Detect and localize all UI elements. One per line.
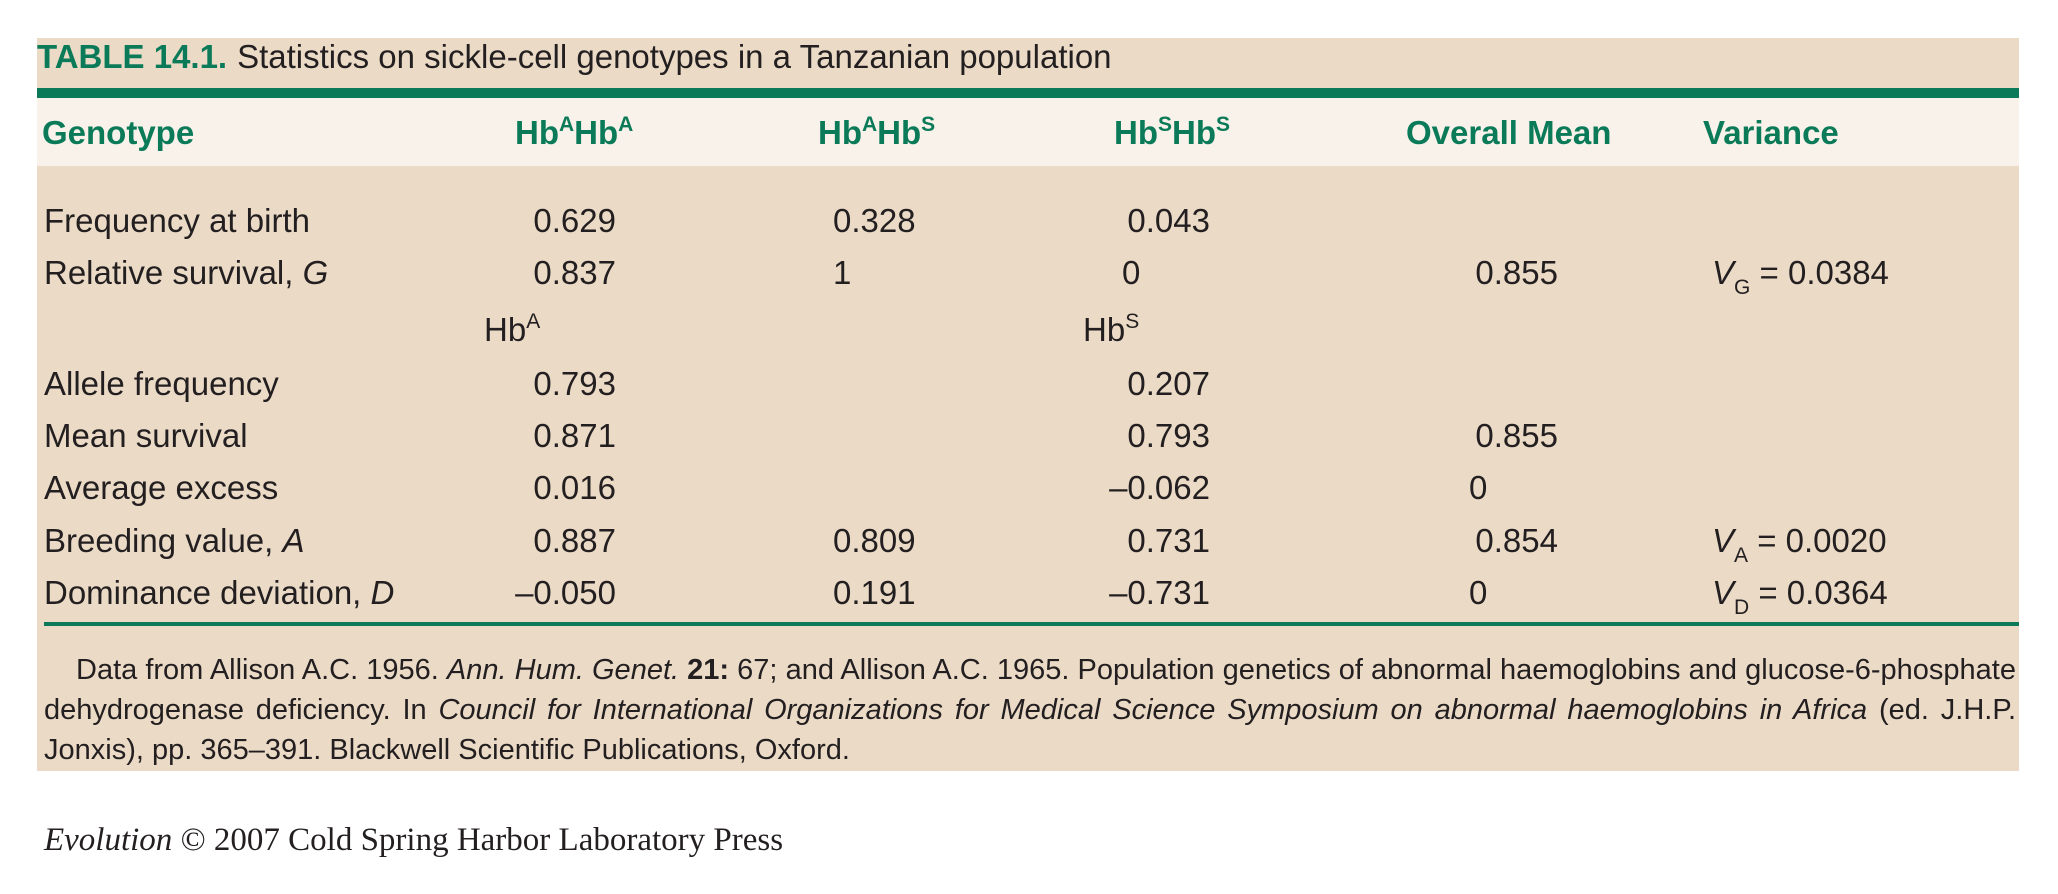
title-rule [37,88,2019,98]
row-label-relative-survival: Relative survival, G [44,254,329,291]
cell-value: –0.062 [1109,469,1210,506]
cell-value: 0.854 [1475,522,1558,559]
table-footnote: Data from Allison A.C. 1956. Ann. Hum. G… [44,654,2016,766]
cell-value: 0.016 [533,469,616,506]
cell-value: 0.731 [1127,522,1210,559]
row-label-frequency-at-birth: Frequency at birth [44,202,310,239]
cell-value: –0.731 [1109,574,1210,611]
cell-value: 0.043 [1127,202,1210,239]
allele-header-hba: HbA [484,310,541,348]
cell-value: 0.207 [1127,365,1210,402]
row-label-mean-survival: Mean survival [44,417,248,454]
header-genotype: Genotype [42,114,195,151]
cell-value: 0.809 [833,522,916,559]
header-variance: Variance [1703,114,1839,151]
cell-value: 0.328 [833,202,916,239]
cell-value: 0 [1469,469,1488,506]
variance-vd: VD = 0.0364 [1712,574,1888,619]
cell-value: 0.887 [533,522,616,559]
cell-value: 0.855 [1475,254,1558,291]
header-hba-hbs: HbAHbS [818,113,936,151]
table-title: TABLE 14.1. Statistics on sickle-cell gen… [37,38,1112,88]
row-label-average-excess: Average excess [44,469,279,506]
cell-value: 0.855 [1475,417,1558,454]
header-hba-hba: HbAHbA [515,113,634,151]
cell-value: 1 [833,254,852,291]
cell-value: 0 [1469,574,1488,611]
table-number: TABLE 14.1. [37,38,228,75]
table-bottom-rule [44,622,2019,626]
header-overall-mean: Overall Mean [1406,114,1612,151]
row-label-breeding-value: Breeding value, A [44,522,305,559]
row-label-dominance-deviation: Dominance deviation, D [44,574,395,611]
variance-vg: VG = 0.0384 [1712,254,1889,299]
cell-value: 0.191 [833,574,916,611]
cell-value: 0.793 [533,365,616,402]
cell-value: –0.050 [515,574,616,611]
copyright-credit: Evolution © 2007 Cold Spring Harbor Labo… [44,822,784,858]
variance-va: VA = 0.0020 [1712,522,1887,567]
header-hbs-hbs: HbSHbS [1114,113,1231,151]
cell-value: 0.793 [1127,417,1210,454]
cell-value: 0.871 [533,417,616,454]
allele-header-hbs: HbS [1083,310,1140,348]
row-label-allele-frequency: Allele frequency [44,365,279,402]
cell-value: 0.837 [533,254,616,291]
header-band [37,98,2019,166]
cell-value: 0.629 [533,202,616,239]
cell-value: 0 [1122,254,1141,291]
table-caption: Statistics on sickle-cell genotypes in a… [237,38,1112,75]
